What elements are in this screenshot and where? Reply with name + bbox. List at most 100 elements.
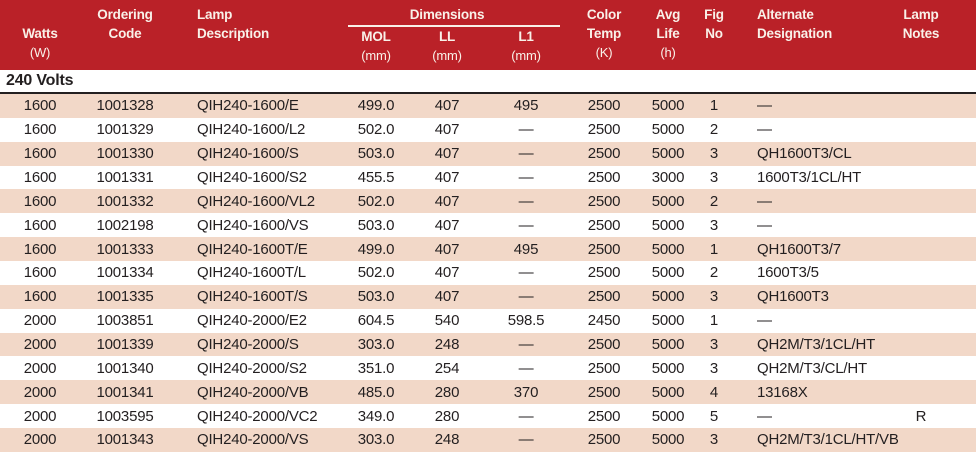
- cell-watts: 1600: [23, 264, 57, 282]
- cell-lamp-description: QIH240-2000/E2: [197, 312, 307, 330]
- cell-alternate-designation: —: [757, 97, 772, 115]
- cell-watts: 1600: [23, 121, 57, 139]
- cell-watts: 1600: [23, 97, 57, 115]
- table-row: 1600 1001333 QIH240-1600T/E 499.0 407 49…: [0, 237, 976, 262]
- col-header-watts: Watts (W): [0, 0, 80, 70]
- cell-watts: 2000: [23, 312, 57, 330]
- cell-mol: 502.0: [357, 121, 395, 139]
- cell-watts: 2000: [23, 407, 57, 425]
- cell-ordering-code: 1001334: [96, 264, 154, 282]
- cell-fig-no: 3: [709, 431, 719, 449]
- cell-mol: 351.0: [357, 359, 395, 377]
- cell-ordering-code: 1003595: [96, 407, 154, 425]
- col-header-alt-line1: Alternate: [757, 7, 814, 22]
- cell-alternate-designation: —: [757, 312, 772, 330]
- cell-lamp-description: QIH240-2000/S: [197, 336, 299, 354]
- col-header-l1-label: L1: [518, 28, 534, 44]
- table-row: 1600 1001330 QIH240-1600/S 503.0 407 — 2…: [0, 141, 976, 166]
- col-header-color-line2: Temp: [586, 26, 622, 41]
- cell-color-temp: 2500: [587, 240, 621, 258]
- cell-ll: 407: [434, 169, 460, 186]
- cell-avg-life: 5000: [651, 192, 685, 210]
- cell-l1: —: [518, 169, 534, 186]
- cell-avg-life: 5000: [651, 407, 685, 425]
- cell-mol: 499.0: [357, 240, 395, 258]
- cell-ll: 407: [434, 192, 460, 210]
- cell-l1: —: [518, 192, 534, 210]
- cell-ll: 407: [434, 121, 460, 139]
- cell-alternate-designation: QH2M/T3/1CL/HT: [757, 336, 876, 354]
- cell-alternate-designation: 1600T3/5: [757, 264, 819, 282]
- cell-fig-no: 1: [709, 312, 719, 330]
- cell-color-temp: 2500: [587, 192, 621, 210]
- cell-lamp-description: QIH240-2000/VB: [197, 383, 309, 401]
- cell-ordering-code: 1001335: [96, 288, 154, 306]
- cell-mol: 503.0: [357, 288, 395, 306]
- cell-ordering-code: 1001332: [96, 192, 154, 210]
- cell-ordering-code: 1001341: [96, 383, 154, 401]
- cell-avg-life: 5000: [651, 431, 685, 449]
- cell-avg-life: 5000: [651, 121, 685, 139]
- cell-fig-no: 4: [709, 383, 719, 401]
- cell-lamp-description: QIH240-1600T/S: [197, 288, 308, 306]
- cell-watts: 1600: [23, 288, 57, 306]
- cell-l1: 495: [513, 97, 539, 115]
- cell-ordering-code: 1001339: [96, 336, 154, 354]
- table-row: 1600 1001334 QIH240-1600T/L 502.0 407 — …: [0, 261, 976, 285]
- cell-avg-life: 5000: [651, 97, 685, 115]
- cell-alternate-designation: QH1600T3/CL: [757, 145, 852, 163]
- cell-lamp-notes: R: [915, 407, 927, 425]
- cell-ll: 407: [434, 97, 460, 115]
- cell-l1: 370: [513, 383, 539, 401]
- cell-color-temp: 2500: [587, 431, 621, 449]
- cell-alternate-designation: —: [757, 192, 772, 210]
- cell-fig-no: 3: [709, 169, 719, 186]
- cell-ordering-code: 1001331: [96, 169, 154, 186]
- col-header-avg-line2: Life: [656, 26, 680, 41]
- cell-watts: 1600: [23, 145, 57, 163]
- cell-color-temp: 2500: [587, 216, 621, 234]
- cell-mol: 503.0: [357, 216, 395, 234]
- cell-fig-no: 3: [709, 145, 719, 163]
- cell-lamp-description: QIH240-1600T/L: [197, 264, 306, 282]
- col-header-fig-line2: No: [705, 26, 723, 41]
- cell-avg-life: 3000: [651, 169, 685, 186]
- table-row: 2000 1003595 QIH240-2000/VC2 349.0 280 —…: [0, 404, 976, 429]
- col-header-watts-label: Watts: [22, 26, 58, 41]
- dimensions-group-label: Dimensions: [409, 7, 485, 22]
- cell-mol: 503.0: [357, 145, 395, 163]
- col-header-ordering-code: Ordering Code: [80, 0, 170, 70]
- cell-l1: —: [518, 145, 534, 163]
- table-row: 2000 1001340 QIH240-2000/S2 351.0 254 — …: [0, 356, 976, 381]
- cell-mol: 455.5: [357, 169, 395, 186]
- cell-color-temp: 2500: [587, 336, 621, 354]
- cell-alternate-designation: 1600T3/1CL/HT: [757, 169, 862, 186]
- cell-ll: 540: [434, 312, 460, 330]
- cell-ll: 248: [434, 431, 460, 449]
- table-row: 1600 1001331 QIH240-1600/S2 455.5 407 — …: [0, 165, 976, 190]
- cell-l1: —: [518, 359, 534, 377]
- cell-l1: —: [518, 407, 534, 425]
- col-header-notes-line1: Lamp: [903, 7, 939, 22]
- cell-ordering-code: 1001343: [96, 431, 154, 449]
- cell-color-temp: 2500: [587, 121, 621, 139]
- cell-ordering-code: 1001333: [96, 240, 154, 258]
- cell-watts: 2000: [23, 383, 57, 401]
- cell-fig-no: 1: [709, 240, 719, 258]
- col-header-fig-no: Fig No: [693, 0, 735, 70]
- col-header-fig-line1: Fig: [704, 7, 724, 22]
- cell-ll: 280: [434, 383, 460, 401]
- cell-avg-life: 5000: [651, 288, 685, 306]
- col-header-mol-unit: (mm): [361, 47, 391, 63]
- cell-l1: 598.5: [507, 312, 545, 330]
- cell-avg-life: 5000: [651, 264, 685, 282]
- cell-fig-no: 3: [709, 359, 719, 377]
- cell-watts: 1600: [23, 192, 57, 210]
- table-row: 1600 1001332 QIH240-1600/VL2 502.0 407 —…: [0, 189, 976, 214]
- col-header-notes-line2: Notes: [902, 26, 940, 41]
- cell-lamp-description: QIH240-1600/VS: [197, 216, 309, 234]
- cell-fig-no: 1: [709, 97, 719, 115]
- col-header-color-temp: Color Temp (K): [565, 0, 643, 70]
- col-header-lamp-description: Lamp Description: [170, 0, 345, 70]
- dimensions-subcolumns: MOL (mm) LL (mm) L1 (mm): [345, 27, 565, 65]
